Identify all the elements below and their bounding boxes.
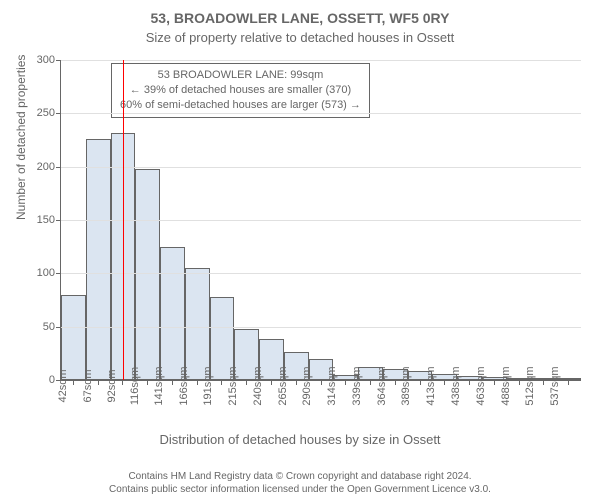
gridline [61, 167, 581, 168]
xtick-mark [246, 380, 247, 385]
chart-subtitle: Size of property relative to detached ho… [0, 30, 600, 45]
xtick-label: 339sqm [351, 366, 363, 405]
attribution-line-2: Contains public sector information licen… [0, 483, 600, 496]
histogram-bar [185, 268, 210, 380]
xtick-label: 141sqm [153, 366, 165, 405]
xtick-label: 215sqm [227, 366, 239, 405]
plot-area: 53 BROADOWLER LANE: 99sqm ← 39% of detac… [60, 60, 581, 381]
ytick-label: 100 [37, 267, 55, 279]
gridline [61, 113, 581, 114]
xtick-mark [221, 380, 222, 385]
xtick-label: 290sqm [301, 366, 313, 405]
xtick-label: 67sqm [82, 369, 94, 402]
ytick-label: 0 [49, 374, 55, 386]
annotation-box: 53 BROADOWLER LANE: 99sqm ← 39% of detac… [111, 63, 370, 118]
ytick-label: 200 [37, 161, 55, 173]
xtick-label: 92sqm [106, 369, 118, 402]
histogram-bar [135, 169, 160, 380]
x-axis-label: Distribution of detached houses by size … [0, 432, 600, 447]
xtick-mark [370, 380, 371, 385]
xtick-label: 166sqm [178, 366, 190, 405]
xtick-mark [98, 380, 99, 385]
ytick-mark [56, 167, 61, 168]
xtick-mark [197, 380, 198, 385]
chart-title: 53, BROADOWLER LANE, OSSETT, WF5 0RY [0, 10, 600, 26]
annotation-line-2: ← 39% of detached houses are smaller (37… [120, 83, 361, 98]
xtick-label: 42sqm [57, 369, 69, 402]
xtick-label: 265sqm [277, 366, 289, 405]
xtick-label: 314sqm [326, 366, 338, 405]
xtick-mark [568, 380, 569, 385]
ytick-mark [56, 220, 61, 221]
xtick-label: 116sqm [129, 367, 141, 405]
xtick-mark [494, 380, 495, 385]
xtick-mark [543, 380, 544, 385]
xtick-mark [73, 380, 74, 385]
gridline [61, 220, 581, 221]
xtick-mark [519, 380, 520, 385]
chart-container: 53, BROADOWLER LANE, OSSETT, WF5 0RY Siz… [0, 0, 600, 500]
xtick-label: 488sqm [500, 366, 512, 405]
xtick-mark [345, 380, 346, 385]
ytick-label: 300 [37, 54, 55, 66]
histogram-bar [86, 139, 111, 380]
xtick-mark [122, 380, 123, 385]
ytick-mark [56, 273, 61, 274]
ytick-label: 150 [37, 214, 55, 226]
attribution: Contains HM Land Registry data © Crown c… [0, 470, 600, 496]
xtick-mark [172, 380, 173, 385]
xtick-label: 463sqm [475, 366, 487, 405]
annotation-line-3: 60% of semi-detached houses are larger (… [120, 98, 361, 113]
ytick-mark [56, 60, 61, 61]
annotation-line-1: 53 BROADOWLER LANE: 99sqm [120, 68, 361, 83]
histogram-bar [160, 247, 185, 380]
gridline [61, 327, 581, 328]
xtick-mark [147, 380, 148, 385]
ytick-mark [56, 113, 61, 114]
xtick-label: 413sqm [425, 366, 437, 405]
xtick-mark [420, 380, 421, 385]
attribution-line-1: Contains HM Land Registry data © Crown c… [0, 470, 600, 483]
gridline [61, 273, 581, 274]
xtick-mark [444, 380, 445, 385]
xtick-label: 438sqm [450, 366, 462, 405]
ytick-mark [56, 327, 61, 328]
xtick-label: 389sqm [400, 366, 412, 405]
xtick-label: 191sqm [202, 366, 214, 405]
xtick-label: 512sqm [524, 366, 536, 405]
xtick-mark [271, 380, 272, 385]
xtick-label: 537sqm [549, 366, 561, 405]
xtick-label: 240sqm [252, 366, 264, 405]
ytick-label: 250 [37, 107, 55, 119]
reference-line [123, 60, 124, 380]
xtick-mark [321, 380, 322, 385]
y-axis-label: Number of detached properties [14, 55, 28, 220]
xtick-label: 364sqm [376, 366, 388, 405]
xtick-mark [469, 380, 470, 385]
histogram-bar [61, 295, 86, 380]
ytick-label: 50 [43, 321, 55, 333]
xtick-mark [395, 380, 396, 385]
xtick-mark [296, 380, 297, 385]
gridline [61, 60, 581, 61]
